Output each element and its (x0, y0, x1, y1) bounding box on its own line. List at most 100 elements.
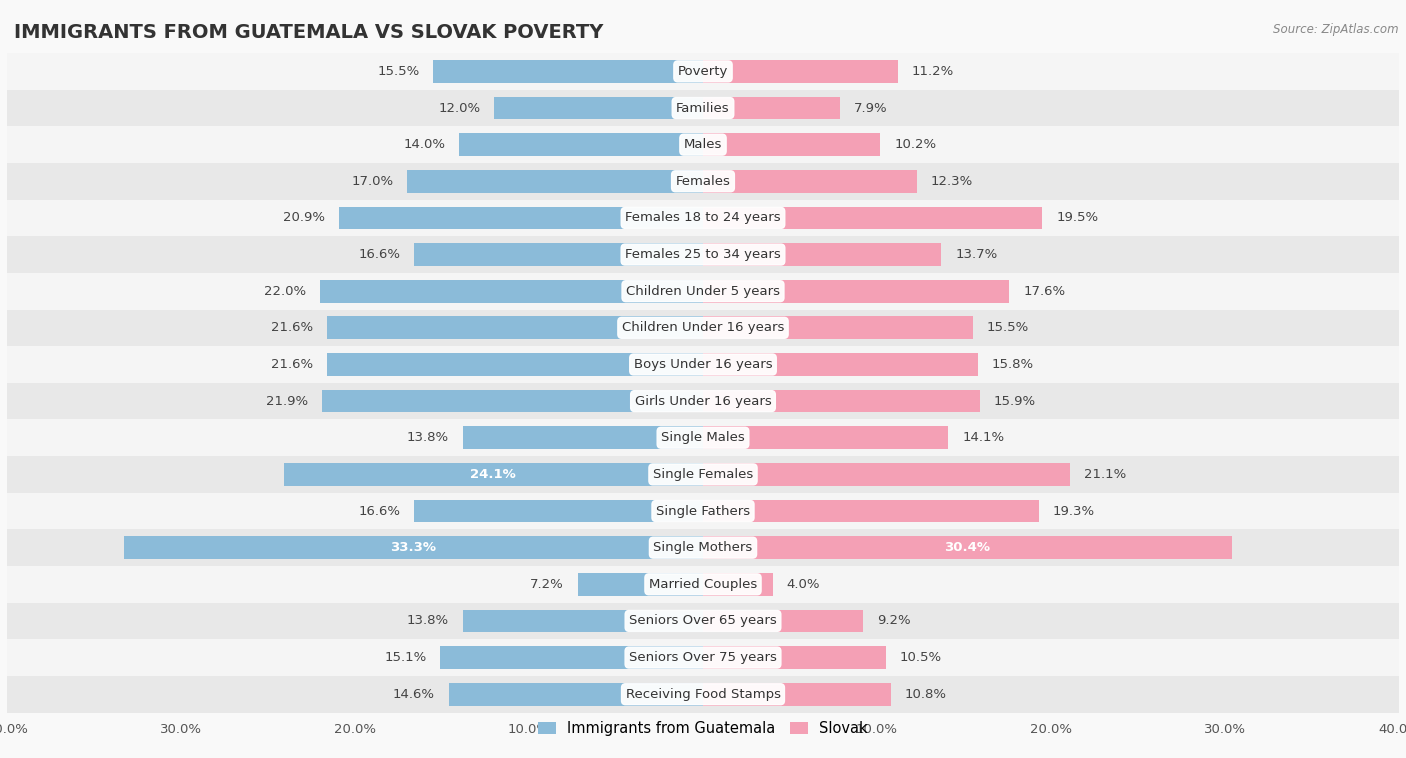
Text: Children Under 16 years: Children Under 16 years (621, 321, 785, 334)
Text: 16.6%: 16.6% (359, 248, 401, 261)
Bar (7, 419, 1399, 456)
Text: Females 18 to 24 years: Females 18 to 24 years (626, 211, 780, 224)
Text: 14.0%: 14.0% (404, 138, 446, 151)
Bar (703, 500, 1039, 522)
Text: 7.2%: 7.2% (530, 578, 564, 590)
Text: Seniors Over 75 years: Seniors Over 75 years (628, 651, 778, 664)
Bar (463, 609, 703, 632)
Bar (7, 639, 1399, 676)
Text: 7.9%: 7.9% (855, 102, 889, 114)
Bar (440, 647, 703, 669)
Bar (703, 573, 773, 596)
Bar (328, 317, 703, 339)
Bar (703, 60, 898, 83)
Bar (703, 463, 1070, 486)
Text: 10.8%: 10.8% (905, 688, 946, 700)
Text: 22.0%: 22.0% (264, 285, 307, 298)
Bar (703, 647, 886, 669)
Bar (703, 170, 917, 193)
Bar (7, 493, 1399, 529)
Text: 13.8%: 13.8% (406, 431, 449, 444)
Bar (449, 683, 703, 706)
Text: 10.2%: 10.2% (894, 138, 936, 151)
Bar (7, 236, 1399, 273)
Bar (7, 603, 1399, 639)
Bar (460, 133, 703, 156)
Text: 21.1%: 21.1% (1084, 468, 1126, 481)
Text: Married Couples: Married Couples (650, 578, 756, 590)
Text: Single Mothers: Single Mothers (654, 541, 752, 554)
Text: 24.1%: 24.1% (471, 468, 516, 481)
Bar (703, 243, 942, 266)
Text: Males: Males (683, 138, 723, 151)
Text: Girls Under 16 years: Girls Under 16 years (634, 395, 772, 408)
Text: Single Females: Single Females (652, 468, 754, 481)
Text: 20.9%: 20.9% (284, 211, 325, 224)
Bar (7, 529, 1399, 566)
Text: Females 25 to 34 years: Females 25 to 34 years (626, 248, 780, 261)
Bar (7, 566, 1399, 603)
Bar (703, 390, 980, 412)
Bar (495, 97, 703, 119)
Bar (703, 683, 891, 706)
Bar (703, 609, 863, 632)
Bar (7, 53, 1399, 89)
Bar (433, 60, 703, 83)
Bar (7, 383, 1399, 419)
Bar (7, 346, 1399, 383)
Bar (7, 273, 1399, 309)
Text: 15.5%: 15.5% (987, 321, 1029, 334)
Bar (408, 170, 703, 193)
Legend: Immigrants from Guatemala, Slovak: Immigrants from Guatemala, Slovak (533, 715, 873, 741)
Text: Boys Under 16 years: Boys Under 16 years (634, 358, 772, 371)
Text: IMMIGRANTS FROM GUATEMALA VS SLOVAK POVERTY: IMMIGRANTS FROM GUATEMALA VS SLOVAK POVE… (14, 23, 603, 42)
Text: 12.3%: 12.3% (931, 175, 973, 188)
Text: Single Males: Single Males (661, 431, 745, 444)
Text: 15.9%: 15.9% (994, 395, 1036, 408)
Bar (7, 127, 1399, 163)
Text: Children Under 5 years: Children Under 5 years (626, 285, 780, 298)
Bar (7, 309, 1399, 346)
Bar (703, 207, 1042, 229)
Bar (7, 676, 1399, 713)
Text: 17.0%: 17.0% (352, 175, 394, 188)
Bar (703, 427, 948, 449)
Text: Source: ZipAtlas.com: Source: ZipAtlas.com (1274, 23, 1399, 36)
Bar (328, 353, 703, 376)
Bar (415, 500, 703, 522)
Text: 12.0%: 12.0% (439, 102, 481, 114)
Text: 16.6%: 16.6% (359, 505, 401, 518)
Bar (284, 463, 703, 486)
Bar (703, 133, 880, 156)
Text: 13.8%: 13.8% (406, 615, 449, 628)
Text: Single Fathers: Single Fathers (657, 505, 749, 518)
Text: 21.9%: 21.9% (266, 395, 308, 408)
Text: 4.0%: 4.0% (786, 578, 820, 590)
Text: 14.1%: 14.1% (962, 431, 1004, 444)
Bar (339, 207, 703, 229)
Text: 15.5%: 15.5% (377, 65, 419, 78)
Bar (7, 199, 1399, 236)
Text: 17.6%: 17.6% (1024, 285, 1066, 298)
Text: 14.6%: 14.6% (394, 688, 434, 700)
Bar (124, 537, 703, 559)
Text: 33.3%: 33.3% (391, 541, 436, 554)
Text: Females: Females (675, 175, 731, 188)
Bar (7, 163, 1399, 199)
Text: 15.1%: 15.1% (384, 651, 426, 664)
Text: 19.5%: 19.5% (1056, 211, 1098, 224)
Bar (7, 89, 1399, 127)
Bar (322, 390, 703, 412)
Text: 15.8%: 15.8% (991, 358, 1033, 371)
Bar (703, 537, 1232, 559)
Text: 21.6%: 21.6% (271, 358, 314, 371)
Bar (703, 353, 979, 376)
Text: 10.5%: 10.5% (900, 651, 942, 664)
Bar (703, 317, 973, 339)
Bar (415, 243, 703, 266)
Bar (703, 97, 841, 119)
Bar (703, 280, 1010, 302)
Text: 19.3%: 19.3% (1053, 505, 1095, 518)
Text: Poverty: Poverty (678, 65, 728, 78)
Text: Seniors Over 65 years: Seniors Over 65 years (628, 615, 778, 628)
